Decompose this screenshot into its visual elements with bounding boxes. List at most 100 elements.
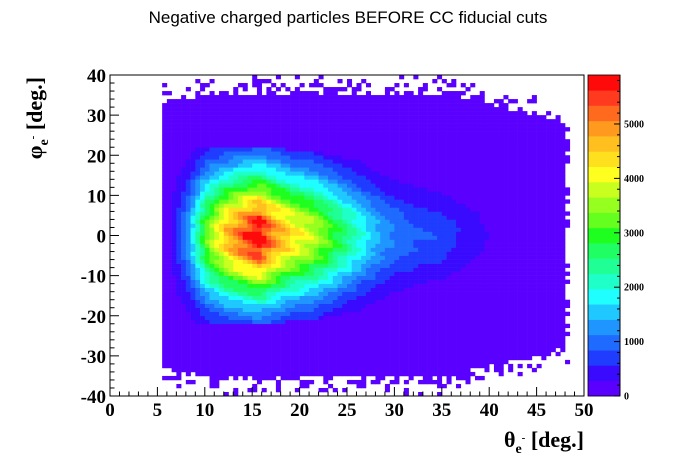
heatmap-cell <box>237 103 244 108</box>
heatmap-cell <box>290 263 296 268</box>
heatmap-cell <box>247 195 253 200</box>
heatmap-cell <box>294 163 300 168</box>
heatmap-cell <box>176 239 182 244</box>
heatmap-cell <box>441 367 447 373</box>
heatmap-cell <box>304 271 310 276</box>
heatmap-cell <box>413 111 419 116</box>
heatmap-cell <box>285 267 291 272</box>
heatmap-cell <box>256 107 262 112</box>
heatmap-cell <box>233 231 239 236</box>
heatmap-cell <box>470 343 476 349</box>
heatmap-cell <box>361 123 367 128</box>
heatmap-cell <box>384 355 390 361</box>
heatmap-cell <box>171 259 177 264</box>
heatmap-cell <box>437 151 443 156</box>
heatmap-cell <box>304 351 310 357</box>
heatmap-cell <box>408 291 414 296</box>
heatmap-cell <box>370 139 376 144</box>
heatmap-cell <box>441 335 447 341</box>
heatmap-cell <box>299 183 305 188</box>
heatmap-cell <box>384 147 390 152</box>
heatmap-cell <box>403 283 409 288</box>
heatmap-cell <box>351 295 357 300</box>
heatmap-cell <box>356 379 362 385</box>
heatmap-cell <box>413 227 419 232</box>
heatmap-cell <box>470 239 476 244</box>
heatmap-cell <box>271 199 277 204</box>
heatmap-cell <box>342 135 348 140</box>
heatmap-cell <box>418 119 424 124</box>
heatmap-cell <box>214 227 220 232</box>
heatmap-cell <box>394 339 400 345</box>
heatmap-cell <box>465 199 471 204</box>
heatmap-cell <box>294 127 300 132</box>
heatmap-cell <box>285 255 291 260</box>
heatmap-cell <box>332 355 338 361</box>
heatmap-cell <box>441 327 447 333</box>
heatmap-cell <box>389 171 395 176</box>
heatmap-cell <box>285 151 291 156</box>
heatmap-cell <box>408 347 414 353</box>
heatmap-cell <box>347 99 353 104</box>
heatmap-cell <box>256 351 262 357</box>
heatmap-cell <box>323 131 329 136</box>
heatmap-cell <box>432 271 438 276</box>
heatmap-cell <box>456 303 462 309</box>
heatmap-cell <box>271 159 277 164</box>
heatmap-cell <box>214 279 220 284</box>
heatmap-cell <box>342 95 348 100</box>
heatmap-cell <box>418 319 424 325</box>
heatmap-cell <box>394 363 400 369</box>
heatmap-cell <box>190 247 196 252</box>
heatmap-cell <box>441 223 447 228</box>
heatmap-cell <box>479 219 485 224</box>
heatmap-cell <box>460 127 466 132</box>
heatmap-cell <box>384 203 390 208</box>
heatmap-cell <box>318 259 324 264</box>
heatmap-cell <box>237 263 244 268</box>
heatmap-cell <box>294 191 300 196</box>
heatmap-cell <box>446 375 452 381</box>
heatmap-cell <box>290 331 296 337</box>
heatmap-cell <box>299 131 305 136</box>
heatmap-cell <box>214 295 220 300</box>
heatmap-cell <box>204 127 210 132</box>
heatmap-cell <box>256 335 262 341</box>
heatmap-cell <box>256 375 262 381</box>
heatmap-cell <box>418 123 424 128</box>
heatmap-cell <box>233 315 239 321</box>
heatmap-cell <box>209 299 215 305</box>
heatmap-cell <box>474 211 481 216</box>
heatmap-cell <box>176 183 182 188</box>
heatmap-cell <box>337 327 343 333</box>
heatmap-cell <box>190 215 196 220</box>
heatmap-cell <box>347 167 353 172</box>
heatmap-cell <box>190 115 196 120</box>
heatmap-cell <box>365 219 371 224</box>
heatmap-cell <box>200 303 206 309</box>
heatmap-cell <box>162 119 168 124</box>
heatmap-cell <box>252 295 258 300</box>
heatmap-cell <box>285 179 291 184</box>
heatmap-cell <box>275 231 281 236</box>
heatmap-cell <box>190 319 196 325</box>
heatmap-cell <box>219 291 225 296</box>
heatmap-cell <box>474 163 481 168</box>
heatmap-cell <box>437 95 443 100</box>
heatmap-cell <box>247 211 253 216</box>
heatmap-cell <box>384 387 390 393</box>
heatmap-cell <box>285 263 291 268</box>
heatmap-cell <box>375 155 381 160</box>
heatmap-cell <box>223 111 229 116</box>
heatmap-cell <box>365 167 371 172</box>
heatmap-cell <box>228 191 234 196</box>
heatmap-cell <box>200 131 206 136</box>
heatmap-cell <box>394 271 400 276</box>
heatmap-cell <box>200 103 206 108</box>
heatmap-cell <box>399 167 405 172</box>
heatmap-cell <box>233 279 239 284</box>
heatmap-cell <box>403 279 409 284</box>
heatmap-cell <box>237 255 244 260</box>
heatmap-cell <box>474 331 481 337</box>
heatmap-cell <box>294 259 300 264</box>
